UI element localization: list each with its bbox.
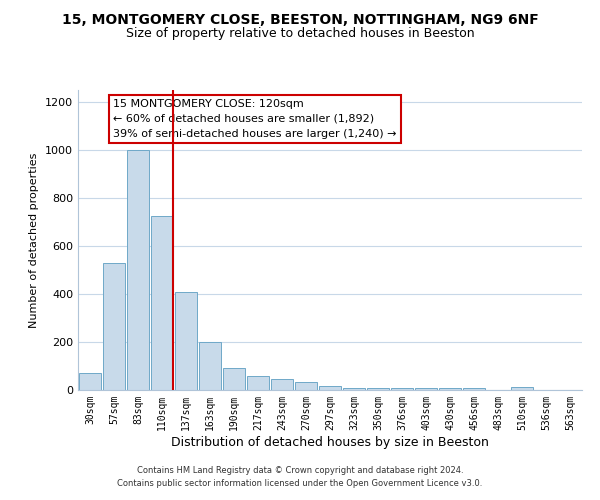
Y-axis label: Number of detached properties: Number of detached properties: [29, 152, 40, 328]
Bar: [175, 292, 197, 390]
Text: 15 MONTGOMERY CLOSE: 120sqm
← 60% of detached houses are smaller (1,892)
39% of : 15 MONTGOMERY CLOSE: 120sqm ← 60% of det…: [113, 99, 397, 138]
Bar: [463, 388, 485, 390]
Bar: [247, 376, 269, 390]
Bar: [367, 388, 389, 390]
Bar: [343, 388, 365, 390]
Bar: [271, 379, 293, 390]
Text: Size of property relative to detached houses in Beeston: Size of property relative to detached ho…: [125, 28, 475, 40]
Bar: [103, 263, 125, 390]
Bar: [127, 150, 149, 390]
Bar: [415, 388, 437, 390]
Bar: [79, 373, 101, 390]
Bar: [319, 386, 341, 390]
Text: 15, MONTGOMERY CLOSE, BEESTON, NOTTINGHAM, NG9 6NF: 15, MONTGOMERY CLOSE, BEESTON, NOTTINGHA…: [62, 12, 538, 26]
Bar: [391, 388, 413, 390]
Bar: [151, 216, 173, 390]
Text: Contains HM Land Registry data © Crown copyright and database right 2024.
Contai: Contains HM Land Registry data © Crown c…: [118, 466, 482, 487]
Bar: [199, 342, 221, 390]
X-axis label: Distribution of detached houses by size in Beeston: Distribution of detached houses by size …: [171, 436, 489, 448]
Bar: [223, 368, 245, 390]
Bar: [295, 382, 317, 390]
Bar: [511, 387, 533, 390]
Bar: [439, 388, 461, 390]
